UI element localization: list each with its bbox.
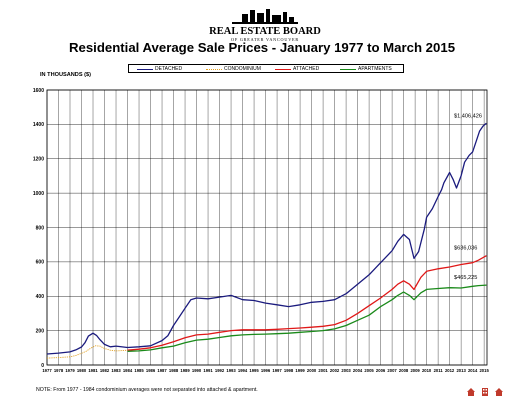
legend-label: ATTACHED xyxy=(293,66,320,72)
x-tick-label: 1991 xyxy=(203,368,213,373)
y-tick-label: 600 xyxy=(36,260,45,266)
x-tick-label: 1997 xyxy=(272,368,282,373)
y-tick-label: 800 xyxy=(36,225,45,231)
legend-label: APARTMENTS xyxy=(358,66,392,72)
x-tick-label: 1989 xyxy=(180,368,190,373)
x-tick-label: 1996 xyxy=(261,368,271,373)
x-tick-label: 1998 xyxy=(284,368,294,373)
y-tick-label: 1600 xyxy=(33,88,44,94)
x-tick-label: 1999 xyxy=(295,368,305,373)
data-label-detached: $1,406,426 xyxy=(454,113,482,119)
data-label-apartments: $465,225 xyxy=(454,275,477,281)
legend-swatch xyxy=(275,68,291,70)
x-tick-label: 1982 xyxy=(100,368,110,373)
series-line-attached xyxy=(127,255,487,351)
x-tick-label: 1984 xyxy=(123,368,133,373)
legend: DETACHED CONDOMINIUM ATTACHED APARTMENTS xyxy=(128,64,404,73)
x-tick-label: 2013 xyxy=(456,368,466,373)
x-tick-label: 2007 xyxy=(387,368,397,373)
x-tick-label: 2011 xyxy=(434,368,444,373)
x-tick-label: 2001 xyxy=(318,368,328,373)
chart-title: Residential Average Sale Prices - Januar… xyxy=(68,40,456,55)
x-tick-label: 2006 xyxy=(376,368,386,373)
x-tick-label: 2009 xyxy=(410,368,420,373)
series-line-condominium xyxy=(46,345,128,359)
series-line-detached xyxy=(46,122,487,355)
x-tick-label: 2010 xyxy=(422,368,432,373)
legend-swatch xyxy=(340,68,356,70)
x-tick-label: 2005 xyxy=(364,368,374,373)
x-tick-label: 1990 xyxy=(192,368,202,373)
x-tick-label: 1983 xyxy=(111,368,121,373)
x-tick-label: 1985 xyxy=(134,368,144,373)
x-tick-label: 2003 xyxy=(341,368,351,373)
board-logo: REAL ESTATE BOARD OF GREATER VANCOUVER xyxy=(190,6,340,44)
y-tick-label: 1200 xyxy=(33,157,44,163)
x-tick-label: 2015 xyxy=(479,368,489,373)
footnote: NOTE: From 1977 - 1984 condominium avera… xyxy=(36,387,258,393)
logo-title: REAL ESTATE BOARD xyxy=(209,26,321,37)
legend-swatch xyxy=(206,68,222,70)
x-tick-label: 1979 xyxy=(65,368,75,373)
building-icon xyxy=(482,388,488,396)
series-line-apartments xyxy=(127,284,487,352)
x-tick-label: 2000 xyxy=(307,368,317,373)
x-tick-label: 1987 xyxy=(157,368,167,373)
logo-subtitle: OF GREATER VANCOUVER xyxy=(231,37,299,42)
x-tick-label: 1993 xyxy=(226,368,236,373)
x-tick-label: 1980 xyxy=(77,368,87,373)
x-tick-label: 2014 xyxy=(468,368,478,373)
x-tick-label: 1995 xyxy=(249,368,259,373)
house-icon xyxy=(467,388,475,396)
y-tick-label: 400 xyxy=(36,294,45,300)
logo-graphic: REAL ESTATE BOARD OF GREATER VANCOUVER xyxy=(209,9,321,42)
x-tick-label: 1994 xyxy=(238,368,248,373)
x-tick-label: 1978 xyxy=(54,368,64,373)
legend-swatch xyxy=(137,68,153,70)
house-icon xyxy=(495,388,503,396)
x-tick-label: 1986 xyxy=(146,368,156,373)
x-tick-label: 2004 xyxy=(353,368,363,373)
x-tick-label: 1988 xyxy=(169,368,179,373)
y-tick-label: 1400 xyxy=(33,122,44,128)
corner-icons xyxy=(466,387,520,399)
y-tick-label: 0 xyxy=(41,363,44,369)
x-tick-label: 1981 xyxy=(88,368,98,373)
x-tick-label: 2012 xyxy=(445,368,455,373)
x-tick-label: 1992 xyxy=(215,368,225,373)
y-tick-label: 1000 xyxy=(33,191,44,197)
x-tick-label: 1977 xyxy=(42,368,52,373)
x-tick-label: 2008 xyxy=(399,368,409,373)
legend-label: DETACHED xyxy=(155,66,183,72)
y-axis-unit-label: IN THOUSANDS ($) xyxy=(40,72,91,78)
data-label-attached: $636,036 xyxy=(454,246,477,252)
legend-label: CONDOMINIUM xyxy=(224,66,261,72)
y-tick-label: 200 xyxy=(36,328,45,334)
x-tick-label: 2002 xyxy=(330,368,340,373)
